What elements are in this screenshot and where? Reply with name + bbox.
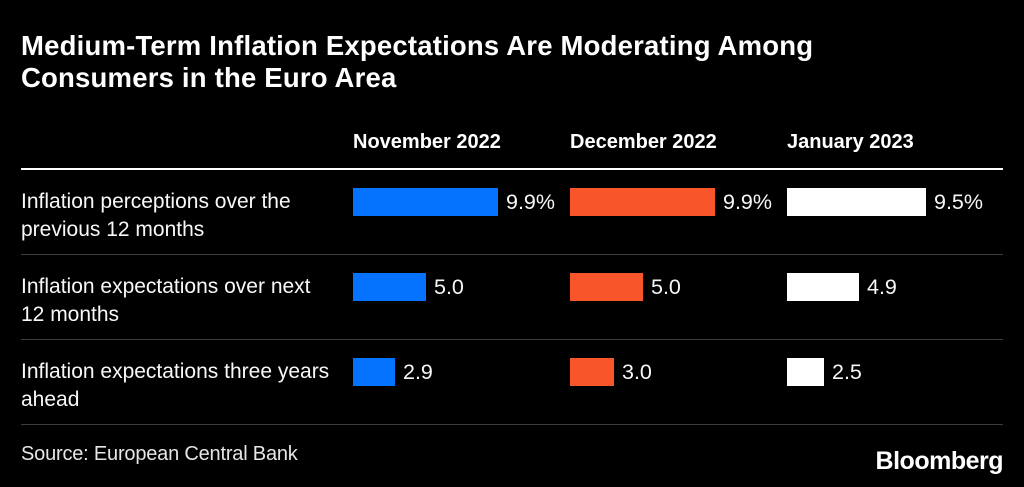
bar-value-november-perceptions: 9.9% [506,189,556,214]
bar-cell-january-expectations-12m: 4.9 [787,273,1003,301]
bar-december-expectations-3y [570,358,614,386]
bar-cell-january-expectations-3y: 2.5 [787,358,1003,386]
bar-january-expectations-3y [787,358,824,386]
bar-cell-january-perceptions: 9.5% [787,188,1003,216]
bar-value-january-expectations-3y: 2.5 [832,359,862,384]
bar-november-perceptions [353,188,498,216]
bar-november-expectations-12m [353,273,426,301]
chart-footer: Source: European Central Bank Bloomberg [21,425,1004,476]
row-label-expectations-12m: Inflation expectations over next 12 mont… [21,275,311,326]
bar-january-expectations-12m [787,273,859,301]
column-header-november-2022: November 2022 [353,131,501,153]
bar-value-november-expectations-3y: 2.9 [403,359,433,384]
column-header-january-2023: January 2023 [787,131,914,153]
bar-january-perceptions [787,188,926,216]
chart-row-expectations-3y: Inflation expectations three years ahead… [21,340,1003,425]
column-header-spacer [21,130,353,154]
bar-december-expectations-12m [570,273,643,301]
bar-cell-december-expectations-3y: 3.0 [570,358,787,386]
bloomberg-logo: Bloomberg [875,447,1004,475]
bar-value-january-expectations-12m: 4.9 [867,274,897,299]
bar-november-expectations-3y [353,358,395,386]
bar-cell-december-perceptions: 9.9% [570,188,787,216]
chart-title-line-2: Consumers in the Euro Area [21,62,397,93]
chart-title-line-1: Medium-Term Inflation Expectations Are M… [21,30,814,61]
column-header-december-2022: December 2022 [570,131,717,153]
chart-title: Medium-Term Inflation Expectations Are M… [21,0,1003,94]
column-headers: November 2022 December 2022 January 2023 [21,130,1003,170]
bar-value-november-expectations-12m: 5.0 [434,274,464,299]
bar-cell-december-expectations-12m: 5.0 [570,273,787,301]
bar-december-perceptions [570,188,715,216]
bar-cell-november-perceptions: 9.9% [353,188,570,216]
chart-row-perceptions: Inflation perceptions over the previous … [21,170,1003,255]
bar-value-december-expectations-12m: 5.0 [651,274,681,299]
bar-value-january-perceptions: 9.5% [934,189,984,214]
row-label-perceptions: Inflation perceptions over the previous … [21,190,291,241]
bar-value-december-expectations-3y: 3.0 [622,359,652,384]
bar-cell-november-expectations-12m: 5.0 [353,273,570,301]
chart-row-expectations-12m: Inflation expectations over next 12 mont… [21,255,1003,340]
bar-value-december-perceptions: 9.9% [723,189,773,214]
bar-cell-november-expectations-3y: 2.9 [353,358,570,386]
source-credit: Source: European Central Bank [21,443,298,465]
row-label-expectations-3y: Inflation expectations three years ahead [21,360,330,411]
